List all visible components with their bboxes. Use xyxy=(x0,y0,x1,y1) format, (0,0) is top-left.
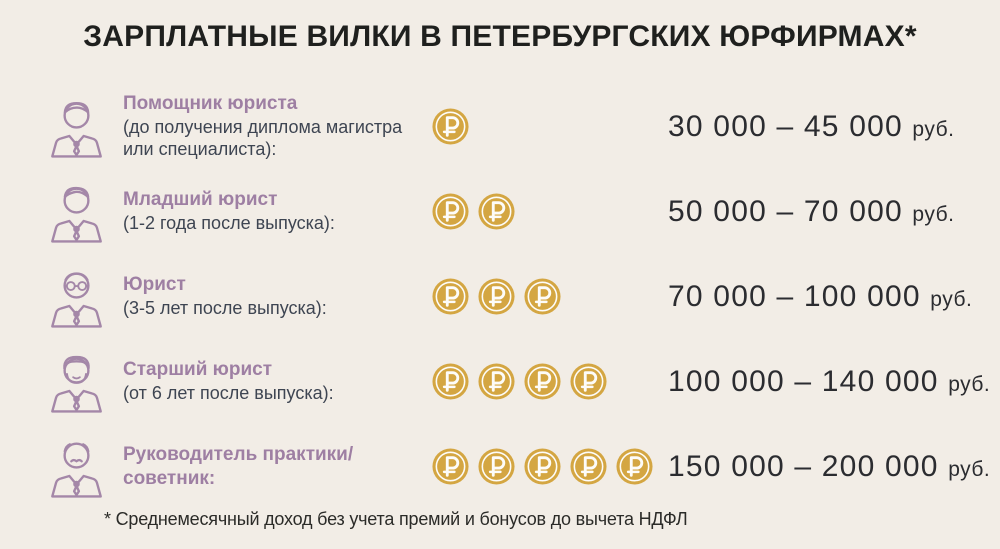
position-title: Младший юрист xyxy=(123,188,278,210)
person-icon-slot xyxy=(48,95,123,158)
position-title: Юрист xyxy=(123,273,186,295)
ruble-coin-icon xyxy=(478,363,515,400)
ruble-coin-icon xyxy=(478,193,515,230)
ruble-coin-icon xyxy=(432,108,469,145)
position-subtitle: (от 6 лет после выпуска): xyxy=(123,383,334,404)
salary-range: 70 000 – 100 000 руб. xyxy=(668,280,1000,314)
salary-amount: 50 000 – 70 000 xyxy=(668,194,913,228)
salary-rows: Помощник юриста (до получения диплома ма… xyxy=(0,84,1000,509)
person-head-icon xyxy=(51,442,102,498)
person-lawyer-icon xyxy=(51,272,102,328)
coin-group xyxy=(432,363,668,400)
ruble-coin-icon xyxy=(570,448,607,485)
ruble-coin-icon xyxy=(432,448,469,485)
salary-row: Юрист (3-5 лет после выпуска): 70 000 – … xyxy=(0,254,1000,339)
position-title: Руководитель практики/советник: xyxy=(123,444,354,489)
coin-group xyxy=(432,278,668,315)
ruble-coin-icon xyxy=(478,278,515,315)
salary-amount: 30 000 – 45 000 xyxy=(668,109,913,143)
ruble-coin-icon xyxy=(478,448,515,485)
salary-range: 50 000 – 70 000 руб. xyxy=(668,195,1000,229)
ruble-coin-icon xyxy=(570,363,607,400)
person-senior-icon xyxy=(51,355,102,413)
salary-row: Руководитель практики/советник: 150 0 xyxy=(0,424,1000,509)
footnote: * Среднемесячный доход без учета премий … xyxy=(104,509,688,529)
salary-range: 100 000 – 140 000 руб. xyxy=(668,365,1000,399)
salary-currency: руб. xyxy=(948,372,991,396)
page-title: ЗАРПЛАТНЫЕ ВИЛКИ В ПЕТЕРБУРГСКИХ ЮРФИРМА… xyxy=(83,20,917,53)
person-icon-slot xyxy=(48,435,123,498)
person-icon-slot xyxy=(48,265,123,328)
salary-amount: 100 000 – 140 000 xyxy=(668,364,949,398)
salary-currency: руб. xyxy=(948,457,991,481)
coin-group xyxy=(432,108,668,145)
position-subtitle: (1-2 года после выпуска): xyxy=(123,213,335,234)
salary-currency: руб. xyxy=(930,287,973,311)
person-junior-icon xyxy=(51,186,102,243)
position-title: Старший юрист xyxy=(123,358,273,380)
coin-group xyxy=(432,448,668,485)
position-title: Помощник юриста xyxy=(123,92,298,114)
salary-amount: 70 000 – 100 000 xyxy=(668,279,931,313)
ruble-coin-icon xyxy=(432,278,469,315)
person-icon-slot xyxy=(48,180,123,243)
position-subtitle: (до получения диплома магистра или специ… xyxy=(123,117,403,160)
salary-currency: руб. xyxy=(912,117,955,141)
person-assistant-icon xyxy=(51,102,102,158)
ruble-coin-icon xyxy=(524,278,561,315)
coin-group xyxy=(432,193,668,230)
salary-range: 30 000 – 45 000 руб. xyxy=(668,110,1000,144)
ruble-coin-icon xyxy=(616,448,653,485)
ruble-coin-icon xyxy=(524,448,561,485)
position-text: Юрист (3-5 лет после выпуска): xyxy=(123,273,432,320)
salary-row: Старший юрист (от 6 лет после выпуска): … xyxy=(0,339,1000,424)
position-text: Руководитель практики/советник: xyxy=(123,443,432,489)
salary-amount: 150 000 – 200 000 xyxy=(668,449,949,483)
position-text: Помощник юриста (до получения диплома ма… xyxy=(123,92,432,161)
position-text: Младший юрист (1-2 года после выпуска): xyxy=(123,188,432,235)
salary-row: Помощник юриста (до получения диплома ма… xyxy=(0,84,1000,169)
header: ЗАРПЛАТНЫЕ ВИЛКИ В ПЕТЕРБУРГСКИХ ЮРФИРМА… xyxy=(0,20,1000,54)
salary-row: Младший юрист (1-2 года после выпуска): … xyxy=(0,169,1000,254)
ruble-coin-icon xyxy=(432,193,469,230)
position-text: Старший юрист (от 6 лет после выпуска): xyxy=(123,358,432,405)
position-subtitle: (3-5 лет после выпуска): xyxy=(123,298,327,319)
ruble-coin-icon xyxy=(432,363,469,400)
person-icon-slot xyxy=(48,350,123,413)
ruble-coin-icon xyxy=(524,363,561,400)
salary-range: 150 000 – 200 000 руб. xyxy=(668,450,1000,484)
salary-currency: руб. xyxy=(912,202,955,226)
